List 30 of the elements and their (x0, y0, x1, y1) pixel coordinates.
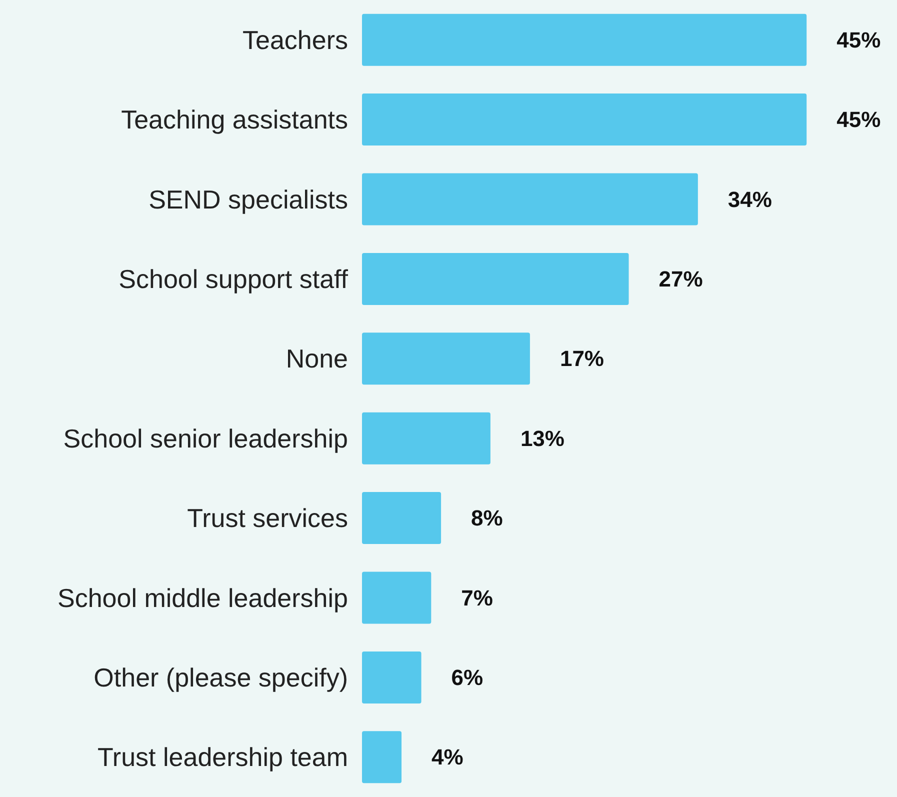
data-label: 45% (836, 107, 881, 132)
bar (362, 252, 629, 305)
bar (362, 412, 490, 464)
y-tick-label: School support staff (118, 264, 349, 294)
y-tick-label: School middle leadership (57, 582, 348, 613)
data-label: 17% (560, 346, 604, 372)
bar (362, 572, 432, 624)
bar (362, 492, 442, 544)
data-label: 7% (461, 585, 493, 610)
data-label: 34% (728, 186, 772, 212)
data-label: 8% (471, 506, 503, 531)
y-tick-label: Trust leadership team (98, 742, 348, 772)
y-tick-label: School senior leadership (63, 423, 348, 454)
bar (362, 731, 402, 784)
data-label: 13% (520, 426, 564, 451)
y-tick-label: Trust services (187, 503, 348, 534)
data-label: 6% (451, 664, 484, 690)
bar (362, 332, 530, 385)
data-label: 27% (658, 266, 703, 292)
y-tick-label: Other (please specify) (94, 662, 348, 692)
data-label: 45% (836, 27, 881, 52)
bar (362, 14, 807, 66)
y-tick-label: Teaching assistants (121, 104, 348, 135)
y-tick-label: None (286, 344, 348, 374)
bar (362, 173, 698, 226)
bar (362, 94, 807, 146)
y-tick-label: Teachers (242, 24, 348, 55)
data-label: 4% (432, 744, 464, 770)
bar (362, 651, 422, 704)
y-tick-label: SEND specialists (148, 184, 348, 214)
